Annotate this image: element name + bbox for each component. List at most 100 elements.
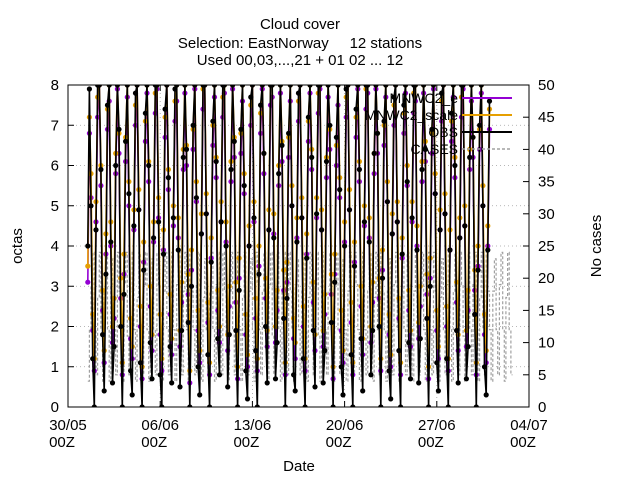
data-point (422, 146, 428, 152)
data-point (231, 138, 237, 144)
data-point (388, 396, 394, 402)
data-point (327, 122, 333, 128)
y2-tick-label: 25 (538, 238, 555, 255)
data-point (123, 138, 129, 144)
data-point (323, 158, 330, 165)
data-point (351, 263, 358, 269)
data-point (281, 315, 287, 321)
data-point (325, 85, 331, 88)
data-point (465, 344, 471, 350)
data-point (85, 243, 91, 249)
data-point (167, 344, 173, 350)
data-point (399, 251, 405, 257)
data-point (373, 85, 379, 88)
data-point (172, 86, 178, 92)
data-point (467, 154, 473, 160)
data-point (401, 102, 407, 108)
data-point (455, 380, 461, 386)
data-point (261, 150, 267, 156)
data-point (391, 94, 397, 100)
data-point (177, 384, 183, 390)
data-point (310, 327, 316, 334)
data-point (481, 364, 488, 370)
data-point (295, 90, 302, 96)
data-point (190, 122, 196, 128)
data-point (346, 207, 353, 213)
data-point (243, 368, 249, 374)
data-point (284, 295, 290, 301)
data-point (435, 388, 441, 394)
data-point (322, 348, 328, 354)
x-axis-label: Date (283, 458, 315, 475)
data-point (96, 85, 102, 88)
data-point (192, 85, 198, 88)
data-point (412, 85, 418, 88)
data-point (134, 85, 140, 88)
data-point (345, 85, 351, 88)
x-tick-label-hour: 00Z (141, 434, 167, 451)
data-point (480, 203, 486, 209)
data-point (129, 392, 135, 398)
data-point (276, 171, 282, 177)
data-point (307, 85, 313, 88)
data-point (389, 231, 395, 237)
data-point (393, 85, 399, 88)
data-point (187, 404, 193, 407)
data-point (417, 336, 423, 342)
data-point (91, 404, 97, 407)
data-point (421, 85, 427, 88)
data-point (335, 85, 341, 88)
y-tick-label: 4 (51, 238, 59, 255)
data-point (216, 372, 223, 378)
data-point (269, 85, 275, 88)
data-point (463, 376, 469, 382)
data-point (378, 404, 384, 407)
data-point (128, 368, 134, 374)
data-point (381, 118, 387, 124)
data-point (185, 319, 191, 326)
data-point (470, 134, 476, 140)
x-tick-label-date: 06/06 (141, 417, 179, 434)
y2-axis: 0 5 10 15 20 25 30 35 40 45 50 (523, 77, 555, 416)
data-point (475, 267, 481, 273)
data-point (353, 106, 359, 112)
data-point (164, 85, 170, 88)
data-point (236, 287, 242, 293)
data-point (300, 356, 306, 362)
y-tick-label: 6 (51, 158, 59, 175)
series-layer (85, 85, 513, 407)
data-point (302, 404, 308, 407)
data-point (207, 404, 213, 407)
data-point (149, 376, 155, 382)
y2-tick-label: 10 (538, 335, 555, 352)
data-point (483, 392, 489, 398)
data-point (358, 336, 364, 342)
data-point (430, 85, 437, 88)
data-point (100, 332, 106, 338)
data-point (416, 380, 422, 386)
data-point (248, 94, 254, 100)
data-point (328, 319, 334, 326)
legend-label: MNWC2_e (390, 90, 459, 106)
data-point (444, 356, 450, 362)
x-tick-label-date: 04/07 (510, 417, 548, 434)
x-tick-label-date: 20/06 (326, 417, 364, 434)
data-point (437, 227, 443, 233)
data-point (297, 85, 303, 88)
data-point (404, 179, 410, 185)
data-point (394, 219, 400, 225)
data-point (368, 372, 374, 378)
x-tick-label-date: 27/06 (418, 417, 456, 434)
data-point (111, 344, 117, 350)
y2-tick-label: 15 (538, 302, 555, 319)
data-point (246, 243, 252, 249)
data-point (402, 85, 409, 88)
data-point (309, 154, 315, 160)
data-point (205, 352, 211, 358)
data-point (106, 85, 112, 88)
data-point (432, 191, 438, 197)
chart-title: Cloud cover Selection: EastNorway 12 sta… (178, 16, 422, 69)
data-point (139, 404, 145, 407)
data-point (233, 327, 239, 334)
